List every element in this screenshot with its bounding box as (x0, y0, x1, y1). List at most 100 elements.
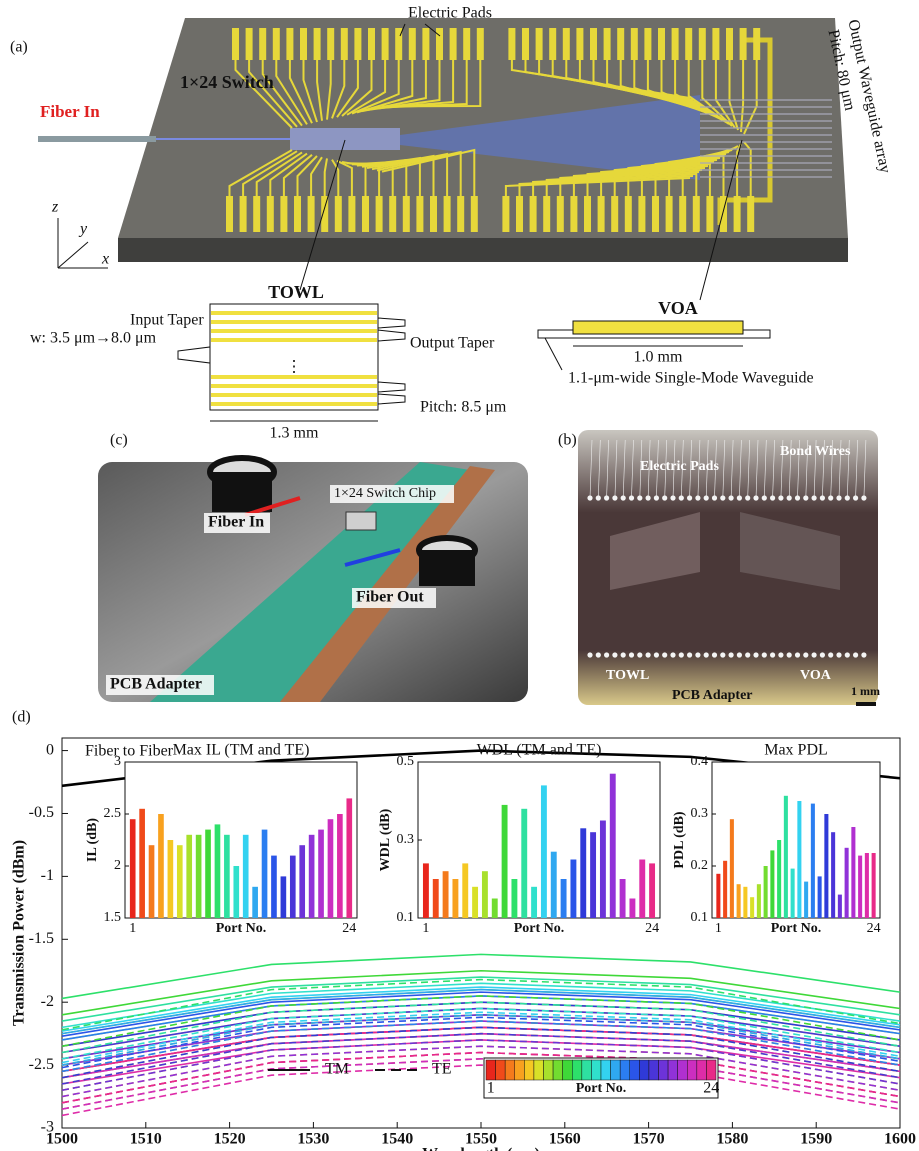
trace (302, 60, 318, 123)
port-curve (61, 976, 901, 1022)
trace (336, 159, 353, 196)
arrow (244, 496, 301, 517)
x-axis-label: Port No. (216, 921, 267, 936)
port-curve (61, 978, 901, 1031)
pad (226, 196, 233, 232)
label: Output Taper (410, 335, 495, 352)
bond-wire (639, 439, 643, 499)
trace (627, 159, 718, 196)
bar (167, 840, 174, 918)
trace (331, 159, 340, 196)
pad-dot (778, 652, 784, 658)
x-tick-label: 1500 (46, 1131, 78, 1148)
trace (323, 158, 328, 196)
trace (701, 60, 733, 127)
colorbar-cell (514, 1059, 525, 1081)
trace (674, 60, 727, 123)
pad (470, 196, 478, 232)
pad (348, 196, 356, 232)
bond-wire (598, 439, 601, 499)
pad (624, 196, 632, 232)
inset-title: WDL (TM and TE) (477, 742, 602, 759)
colorbar-cell (667, 1059, 678, 1081)
y-tick-label: 0 (46, 741, 54, 758)
pad (259, 28, 267, 60)
port-curve (61, 1001, 901, 1054)
bond-wire (689, 439, 692, 499)
pad (726, 28, 733, 60)
y-tick-label: 0.3 (691, 806, 709, 821)
pad (457, 196, 465, 232)
colorbar-cell (677, 1059, 688, 1081)
label: TOWL (606, 668, 649, 683)
pad (576, 28, 584, 60)
bar (432, 879, 439, 918)
colorbar-cell (706, 1059, 717, 1081)
pad (300, 28, 307, 60)
pad (402, 196, 410, 232)
pad (272, 28, 280, 60)
bar (763, 866, 768, 918)
bond-wire (780, 439, 784, 499)
label: Electric Pads (640, 459, 719, 474)
label: 1.3 mm (270, 425, 319, 442)
bar (252, 886, 258, 918)
lens (419, 550, 475, 586)
x-tick-label: 1570 (633, 1131, 665, 1148)
label-box (330, 485, 454, 503)
pad-dot (853, 652, 859, 658)
panel-c: (c) 1×24 Switch Chip Fiber In Fiber Out … (98, 432, 528, 702)
bar (858, 855, 863, 918)
bar (609, 773, 616, 918)
colorbar-cell (619, 1059, 631, 1081)
pad (720, 196, 727, 232)
colorbar-cell (543, 1059, 554, 1081)
bar (511, 879, 518, 918)
label: VOA (658, 298, 698, 318)
pad-dot (662, 652, 668, 658)
pad (556, 196, 564, 232)
bar (743, 886, 748, 918)
trace (255, 151, 303, 196)
pad (665, 196, 673, 232)
leader (544, 337, 563, 371)
x-tick-label: 1 (129, 921, 136, 936)
label: Fiber Out (356, 589, 424, 606)
pad (658, 28, 665, 60)
pad (712, 28, 720, 60)
pad (747, 196, 755, 232)
bond-wire (855, 439, 858, 499)
bar (797, 801, 802, 918)
pad-dot (720, 652, 726, 658)
pad-dot (753, 652, 759, 658)
trace (282, 154, 313, 196)
pad-dot (645, 652, 651, 658)
y-tick-label: 2 (114, 858, 121, 873)
trace (261, 60, 303, 127)
trace (381, 148, 476, 196)
port-curve (61, 969, 901, 1016)
arrow (344, 548, 401, 567)
panel-b: (b) Electric Pads Bond Wires TOWL VOA PC… (558, 430, 880, 706)
waveguide-fan (400, 95, 700, 180)
pad-dot (670, 652, 676, 658)
leader (424, 23, 441, 37)
bar (570, 859, 577, 918)
pad (327, 28, 335, 60)
pad-dot (794, 652, 801, 658)
y-tick-label: -0.5 (29, 804, 54, 821)
micrograph (578, 430, 878, 705)
bond-wire (764, 439, 767, 499)
bond-wire (589, 439, 593, 499)
legend-label: TE (432, 1061, 452, 1078)
bar (195, 834, 202, 918)
label: TOWL (268, 282, 324, 302)
bond-wire (830, 439, 833, 499)
pad-dot (811, 652, 817, 658)
port-curve (61, 953, 901, 1000)
y-axis-label: WDL (dB) (378, 808, 393, 871)
port-curve (61, 1013, 901, 1066)
bar (871, 853, 876, 918)
pad (753, 28, 761, 60)
